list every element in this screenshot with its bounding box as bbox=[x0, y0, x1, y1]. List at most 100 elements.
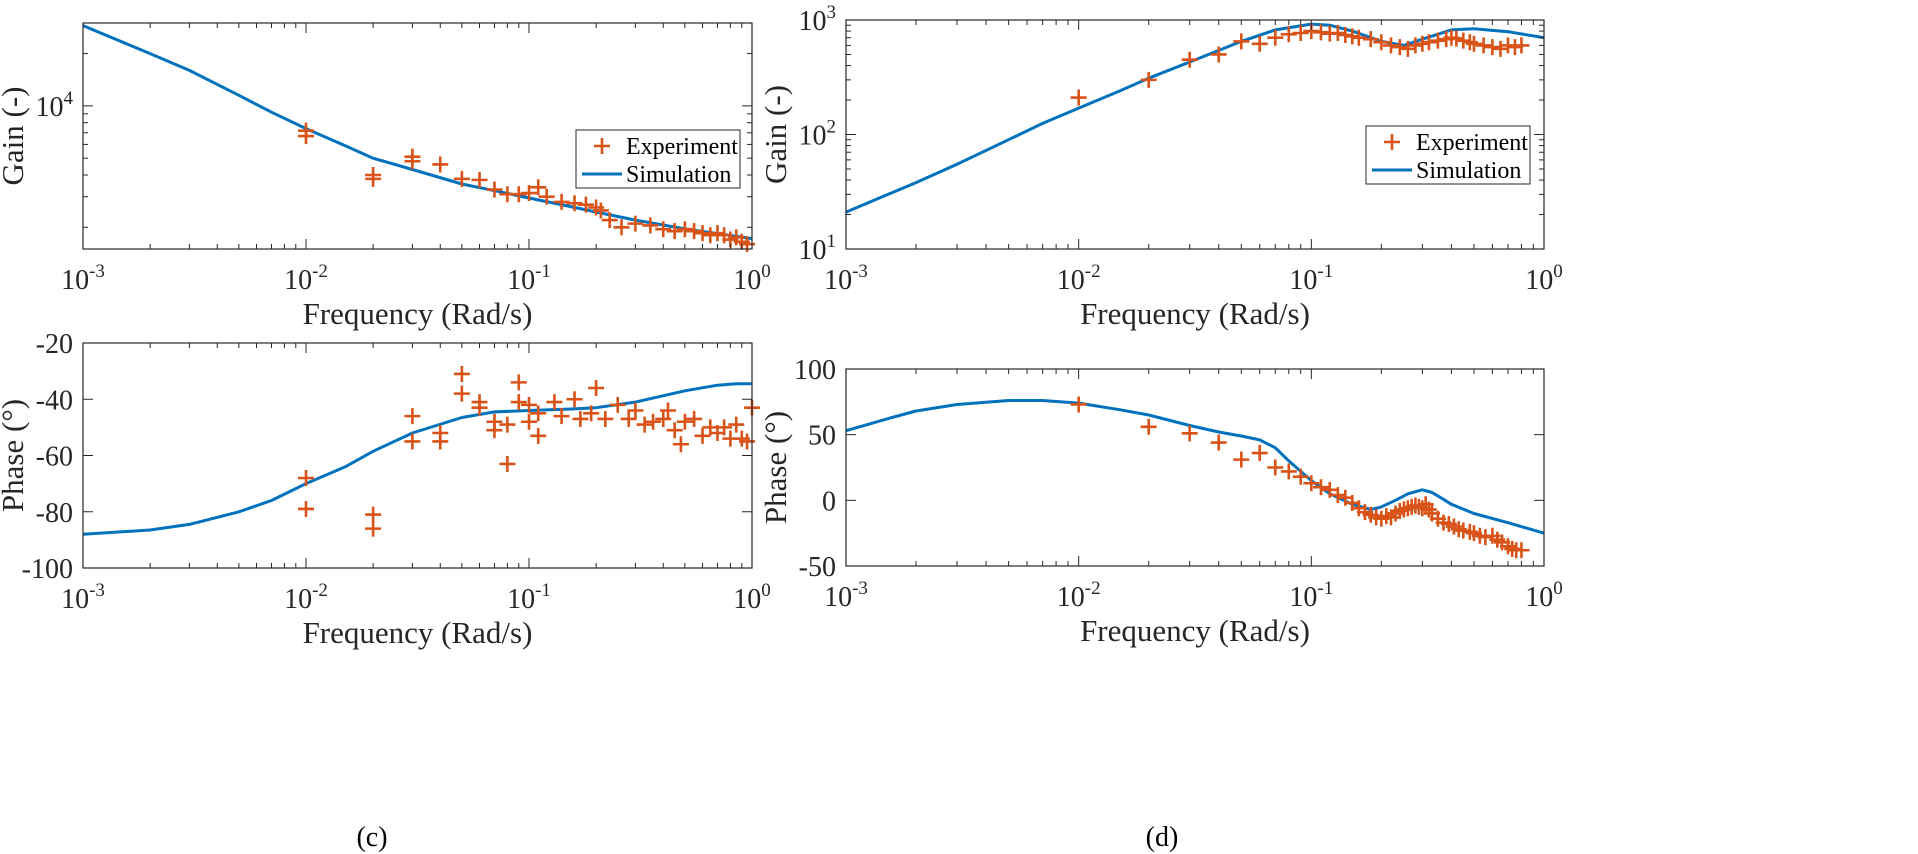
data-point-c-phase bbox=[716, 419, 733, 436]
data-point-c-gain bbox=[530, 179, 547, 196]
data-point-c-gain bbox=[592, 202, 609, 219]
data-point-c-phase bbox=[694, 427, 711, 444]
x-tick-label-d-phase: 10-2 bbox=[1057, 578, 1101, 613]
data-point-d-phase bbox=[1140, 418, 1157, 435]
y-tick-label-d-gain: 103 bbox=[799, 2, 837, 37]
data-point-c-gain bbox=[521, 185, 537, 202]
data-point-c-phase bbox=[655, 410, 672, 427]
data-point-c-gain bbox=[566, 195, 583, 212]
data-point-d-gain bbox=[1233, 33, 1250, 50]
data-point-c-phase bbox=[627, 402, 644, 419]
data-point-c-phase bbox=[566, 391, 583, 408]
data-point-c-phase bbox=[636, 416, 653, 433]
data-point-c-phase bbox=[546, 394, 563, 411]
data-point-d-gain bbox=[1383, 37, 1399, 54]
data-point-c-phase bbox=[609, 396, 626, 413]
data-point-d-phase bbox=[1312, 479, 1329, 496]
data-point-c-phase bbox=[620, 410, 637, 427]
y-tick-label-d-phase: 0 bbox=[822, 486, 836, 517]
data-point-c-phase bbox=[499, 455, 516, 472]
x-tick-label-c-phase: 10-2 bbox=[284, 580, 328, 615]
data-point-d-gain bbox=[1475, 37, 1492, 54]
data-point-d-gain bbox=[1499, 37, 1516, 54]
legend-box-c-gain bbox=[575, 129, 741, 189]
data-point-d-phase bbox=[1420, 501, 1437, 518]
legend-experiment-label-c-gain: Experiment bbox=[626, 134, 738, 160]
axes-box-d-phase bbox=[845, 368, 1545, 567]
y-tick-label-c-gain: 104 bbox=[36, 88, 74, 123]
data-point-d-phase bbox=[1410, 498, 1427, 515]
y-axis-title-c-phase: Phase (°) bbox=[0, 399, 30, 512]
series-line-c-phase bbox=[83, 382, 752, 536]
data-point-c-gain bbox=[601, 212, 618, 229]
x-axis-title-d-phase: Frequency (Rad/s) bbox=[1080, 613, 1310, 648]
x-tick-label-d-gain: 10-2 bbox=[1057, 261, 1101, 296]
y-axis-title-d-gain: Gain (-) bbox=[758, 85, 793, 184]
chart-d-phase: 10-3 10-2 10-1 100 100 50 0 -50 Frequency (Rad/s… bbox=[758, 355, 1563, 648]
data-point-c-phase bbox=[510, 374, 527, 391]
panel-label-d: (d) bbox=[1146, 822, 1179, 853]
data-point-d-phase bbox=[1251, 445, 1268, 462]
data-point-c-gain bbox=[613, 219, 630, 236]
data-point-c-phase bbox=[728, 416, 745, 433]
legend-experiment-marker-d-gain bbox=[1384, 134, 1400, 150]
data-point-c-gain bbox=[538, 188, 555, 205]
data-point-c-phase bbox=[597, 410, 614, 427]
data-point-c-phase bbox=[530, 405, 547, 422]
data-point-d-gain bbox=[1329, 24, 1346, 41]
data-point-d-gain bbox=[1251, 35, 1268, 52]
data-point-c-gain bbox=[694, 225, 711, 242]
data-point-c-phase bbox=[572, 410, 589, 427]
data-point-c-phase bbox=[686, 410, 703, 427]
data-point-c-phase bbox=[365, 506, 382, 523]
y-axis-title-c-gain: Gain (-) bbox=[0, 87, 30, 186]
data-point-c-gain bbox=[298, 128, 314, 145]
y-tick-label-d-phase: 50 bbox=[808, 421, 836, 452]
data-point-d-phase bbox=[1210, 434, 1227, 451]
y-axis-title-d-phase: Phase (°) bbox=[758, 411, 793, 524]
data-point-c-phase bbox=[676, 413, 693, 430]
data-point-c-phase bbox=[530, 427, 547, 444]
series-line-c-gain bbox=[83, 24, 752, 241]
data-point-c-gain bbox=[365, 170, 382, 187]
data-point-c-gain bbox=[655, 221, 672, 238]
data-point-d-phase bbox=[1267, 459, 1284, 476]
data-point-c-gain bbox=[676, 221, 693, 238]
chart-c-gain: 10-3 10-2 10-1 100 104 Frequency (Rad/s) Gain … bbox=[0, 22, 771, 331]
x-tick-label-c-phase: 10-1 bbox=[507, 580, 551, 615]
data-point-d-gain bbox=[1420, 34, 1437, 51]
data-point-c-gain bbox=[577, 196, 594, 213]
data-point-d-gain bbox=[1280, 26, 1297, 43]
y-tick-label-c-phase: -60 bbox=[36, 442, 73, 473]
data-point-d-gain bbox=[1513, 37, 1530, 54]
data-point-d-gain bbox=[1484, 39, 1501, 56]
data-point-c-gain bbox=[642, 217, 659, 234]
series-line-d-phase bbox=[846, 399, 1544, 535]
y-tick-label-c-phase: -20 bbox=[36, 329, 73, 360]
data-point-d-phase bbox=[1395, 501, 1412, 518]
data-point-d-gain bbox=[1292, 24, 1309, 41]
data-point-c-phase bbox=[471, 399, 488, 416]
data-point-c-gain bbox=[432, 156, 449, 173]
x-axis-title-c-gain: Frequency (Rad/s) bbox=[303, 296, 533, 331]
data-point-d-phase bbox=[1321, 481, 1338, 498]
data-point-d-gain bbox=[1181, 51, 1198, 68]
data-point-c-phase bbox=[432, 433, 449, 450]
data-point-d-gain bbox=[1448, 30, 1465, 47]
data-point-c-gain bbox=[709, 225, 726, 242]
data-point-d-phase bbox=[1181, 425, 1198, 442]
x-tick-label-d-gain: 10-1 bbox=[1289, 261, 1333, 296]
data-point-c-phase bbox=[298, 500, 314, 517]
legend-simulation-label-d-gain: Simulation bbox=[1416, 158, 1521, 184]
data-point-d-phase bbox=[1303, 475, 1320, 492]
x-tick-label-c-gain: 10-1 bbox=[507, 261, 551, 296]
x-tick-label-c-gain: 10-2 bbox=[284, 261, 328, 296]
data-point-d-gain bbox=[1492, 40, 1509, 57]
data-point-d-gain bbox=[1362, 31, 1379, 48]
data-point-d-phase bbox=[1329, 487, 1346, 504]
panel-label-c: (c) bbox=[356, 822, 387, 853]
data-point-c-phase bbox=[672, 436, 689, 453]
data-point-d-gain bbox=[1465, 35, 1482, 52]
